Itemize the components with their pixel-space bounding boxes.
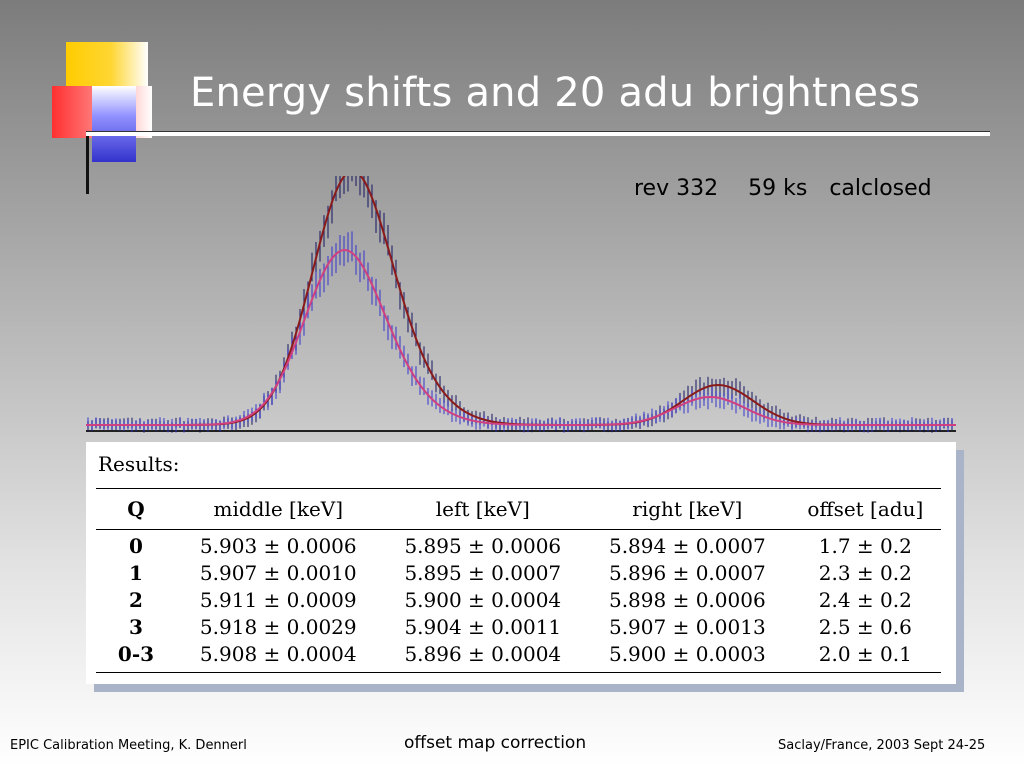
cell-middle: 5.911 ± 0.0009	[199, 588, 357, 612]
cell-left: 5.904 ± 0.0011	[404, 615, 562, 639]
vertical-rule	[86, 132, 89, 194]
exposure-label: 59 ks	[748, 176, 808, 201]
column-header-middle: middle [keV]	[176, 488, 381, 530]
cell-middle: 5.918 ± 0.0029	[199, 615, 357, 639]
column-header-right: right [keV]	[585, 488, 790, 530]
cell-right: 5.900 ± 0.0003	[608, 642, 766, 666]
table-row: 2 5.911 ± 0.0009 5.900 ± 0.0004 5.898 ± …	[96, 587, 941, 614]
revolution-label: rev 332	[634, 176, 719, 201]
footer-topic: offset map correction	[404, 733, 587, 753]
cell-left: 5.895 ± 0.0007	[404, 561, 562, 585]
cell-left: 5.900 ± 0.0004	[404, 588, 562, 612]
table-row: 0 5.903 ± 0.0006 5.895 ± 0.0006 5.894 ± …	[96, 530, 941, 561]
cell-offset: 2.5 ± 0.6	[818, 615, 912, 639]
cell-left: 5.895 ± 0.0006	[404, 534, 562, 558]
cell-right: 5.907 ± 0.0013	[608, 615, 766, 639]
column-header-q: Q	[96, 488, 176, 530]
table-row: 1 5.907 ± 0.0010 5.895 ± 0.0007 5.896 ± …	[96, 560, 941, 587]
cell-offset: 2.0 ± 0.1	[818, 642, 912, 666]
cell-middle: 5.903 ± 0.0006	[199, 534, 357, 558]
results-table: Q middle [keV] left [keV] right [keV] of…	[96, 488, 941, 673]
table-header-row: Q middle [keV] left [keV] right [keV] of…	[96, 488, 941, 530]
results-panel: Results: Q middle [keV] left [keV] right…	[86, 442, 956, 684]
blue-square-decoration	[92, 86, 136, 162]
results-heading: Results:	[98, 452, 180, 476]
spectrum-points-unshifted	[87, 176, 953, 433]
cell-right: 5.896 ± 0.0007	[608, 561, 766, 585]
cell-middle: 5.907 ± 0.0010	[199, 561, 357, 585]
fit-curve-shifted	[86, 248, 956, 426]
table-row: 0-3 5.908 ± 0.0004 5.896 ± 0.0004 5.900 …	[96, 641, 941, 673]
table-row: 3 5.918 ± 0.0029 5.904 ± 0.0011 5.907 ± …	[96, 614, 941, 641]
fit-curve-unshifted	[86, 176, 956, 426]
column-header-offset: offset [adu]	[789, 488, 941, 530]
spectrum-info: rev 332 59 ks calclosed	[634, 176, 932, 201]
cell-middle: 5.908 ± 0.0004	[199, 642, 357, 666]
cell-offset: 2.4 ± 0.2	[818, 588, 912, 612]
cell-q: 1	[129, 561, 143, 585]
column-header-left: left [keV]	[380, 488, 586, 530]
filter-label: calclosed	[829, 176, 932, 201]
spectrum-points-shifted	[87, 231, 953, 433]
cell-q: 0-3	[117, 642, 155, 666]
cell-q: 2	[129, 588, 143, 612]
cell-offset: 2.3 ± 0.2	[818, 561, 912, 585]
spectrum-plot	[86, 176, 956, 433]
cell-offset: 1.7 ± 0.2	[818, 534, 912, 558]
cell-right: 5.898 ± 0.0006	[608, 588, 766, 612]
cell-q: 0	[129, 534, 143, 558]
footer-meeting: EPIC Calibration Meeting, K. Dennerl	[10, 738, 247, 753]
cell-left: 5.896 ± 0.0004	[404, 642, 562, 666]
cell-q: 3	[129, 615, 143, 639]
slide-title: Energy shifts and 20 adu brightness	[190, 70, 921, 116]
footer-location-date: Saclay/France, 2003 Sept 24-25	[778, 738, 986, 753]
cell-right: 5.894 ± 0.0007	[608, 534, 766, 558]
title-underline	[86, 131, 990, 136]
